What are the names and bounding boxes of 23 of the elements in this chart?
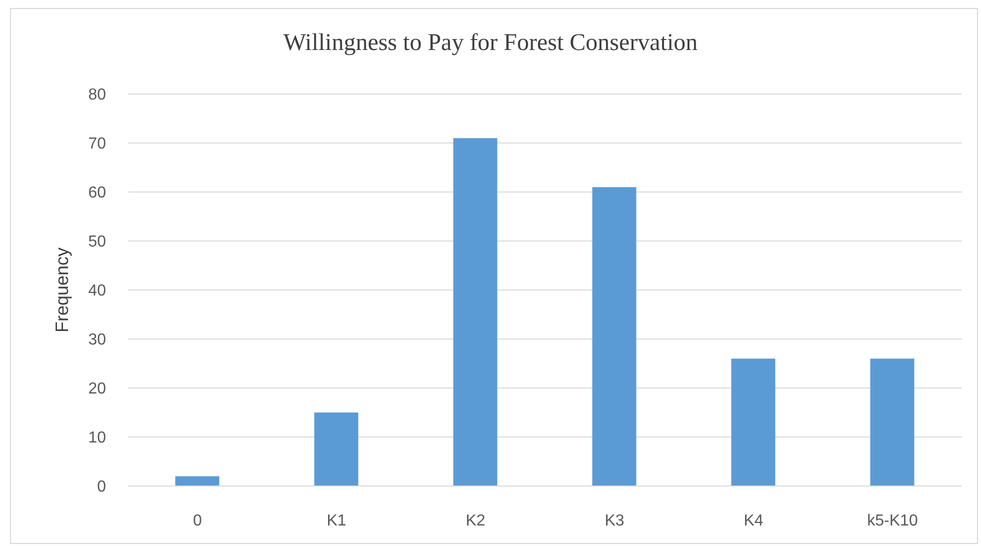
y-tick-label: 30 bbox=[88, 332, 106, 349]
y-tick-label: 50 bbox=[88, 234, 106, 251]
bar bbox=[175, 476, 220, 486]
bar bbox=[314, 412, 358, 486]
y-tick-label: 70 bbox=[88, 136, 106, 153]
x-tick-label: K2 bbox=[466, 512, 486, 530]
y-tick-label: 10 bbox=[88, 430, 106, 447]
y-tick-label: 80 bbox=[88, 86, 106, 104]
chart-title: Willingness to Pay for Forest Conservation bbox=[282, 29, 699, 58]
y-tick-label: 20 bbox=[88, 380, 106, 398]
bar bbox=[731, 358, 776, 486]
y-axis-title: Frequency bbox=[52, 247, 72, 333]
y-tick-label: 40 bbox=[88, 282, 106, 300]
y-tick-label: 0 bbox=[97, 478, 106, 496]
x-tick-label: K1 bbox=[326, 512, 346, 530]
x-tick-label: K4 bbox=[744, 512, 764, 530]
bar bbox=[592, 187, 636, 486]
bar bbox=[870, 358, 914, 486]
x-tick-label: K3 bbox=[604, 512, 624, 530]
bar bbox=[453, 138, 498, 486]
x-tick-label: k5-K10 bbox=[867, 512, 918, 530]
y-tick-label: 60 bbox=[88, 184, 106, 202]
x-tick-label: 0 bbox=[193, 512, 202, 530]
